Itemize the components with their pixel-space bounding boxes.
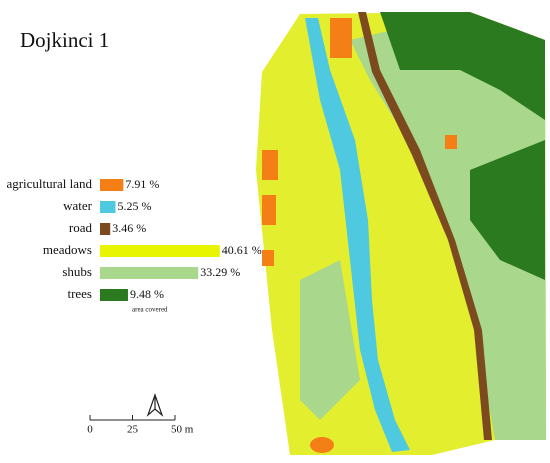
agricultural-patch [262,195,276,225]
legend-bar [100,223,111,235]
scale-label: 25 [127,424,139,436]
value-label: 40.61 % [222,243,262,257]
agricultural-patch [262,150,278,180]
river [305,18,410,452]
north-arrow [146,393,164,417]
agricultural-patch [262,250,274,266]
value-label: 7.91 % [125,177,159,191]
agricultural-patch [330,18,352,58]
legend-bar [100,201,116,213]
road [358,12,492,440]
agricultural-patch [310,437,334,453]
legend-label: meadows [43,242,92,257]
legend-note: area covered [132,306,168,314]
trees [470,140,545,280]
legend-label: water [63,198,93,213]
value-label: 33.29 % [200,265,240,279]
value-label: 5.25 % [117,199,151,213]
trees [380,12,545,120]
legend-label: agricultural land [6,176,92,191]
legend-label: shubs [62,264,92,279]
value-label: 3.46 % [112,221,146,235]
legend-bar [100,267,199,279]
legend-label: road [69,220,93,235]
legend-bar [100,289,128,301]
legend-bar [100,245,220,257]
agricultural-patch [445,135,457,149]
legend-label: trees [67,286,92,301]
map [256,12,546,455]
scale-label: 50 m [171,424,194,436]
title: Dojkinci 1 [20,28,109,52]
shrub-patch [300,260,360,420]
scale-label: 0 [87,424,93,436]
value-label: 9.48 % [130,287,164,301]
legend-bar [100,179,124,191]
